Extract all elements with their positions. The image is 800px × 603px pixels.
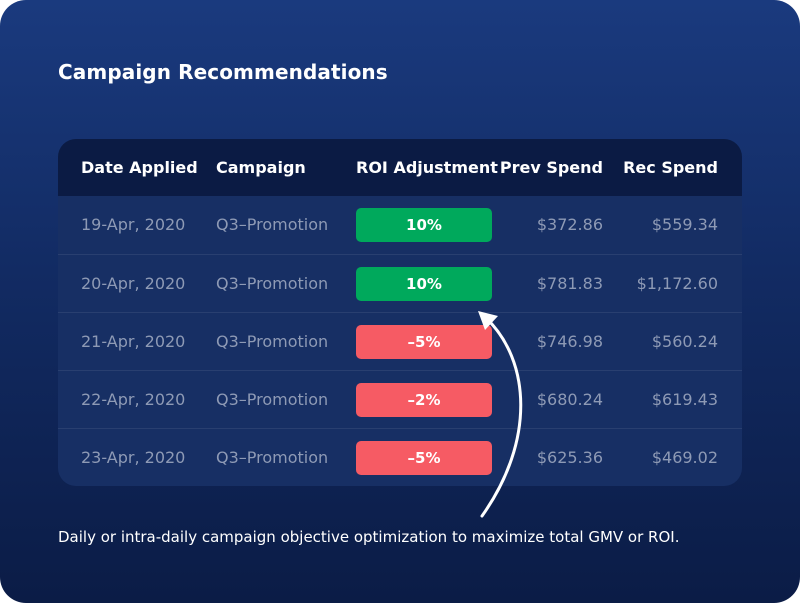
- recommendations-table: Date Applied Campaign ROI Adjustment Pre…: [58, 139, 742, 486]
- roi-adjustment-badge: –2%: [356, 383, 492, 417]
- caption-text: Daily or intra-daily campaign objective …: [58, 528, 680, 546]
- cell-campaign: Q3–Promotion: [216, 390, 329, 409]
- cell-rec-spend: $469.02: [651, 448, 718, 467]
- cell-campaign: Q3–Promotion: [216, 448, 329, 467]
- cell-date-applied: 20-Apr, 2020: [81, 274, 186, 293]
- roi-adjustment-badge: –5%: [356, 441, 492, 475]
- cell-rec-spend: $1,172.60: [636, 274, 718, 293]
- cell-prev-spend: $625.36: [536, 448, 603, 467]
- table-row: 21-Apr, 2020 Q3–Promotion –5% $746.98 $560.2…: [58, 312, 742, 370]
- cell-date-applied: 22-Apr, 2020: [81, 390, 186, 409]
- cell-rec-spend: $559.34: [651, 215, 718, 234]
- table-row: 20-Apr, 2020 Q3–Promotion 10% $781.83 $1,172…: [58, 254, 742, 312]
- cell-campaign: Q3–Promotion: [216, 332, 329, 351]
- header-campaign: Campaign: [216, 158, 306, 177]
- cell-campaign: Q3–Promotion: [216, 274, 329, 293]
- cell-rec-spend: $560.24: [651, 332, 718, 351]
- cell-rec-spend: $619.43: [651, 390, 718, 409]
- table-row: 23-Apr, 2020 Q3–Promotion –5% $625.36 $469.0…: [58, 428, 742, 486]
- table-header: Date Applied Campaign ROI Adjustment Pre…: [58, 139, 742, 196]
- header-date-applied: Date Applied: [81, 158, 198, 177]
- table-row: 19-Apr, 2020 Q3–Promotion 10% $372.86 $559.3…: [58, 196, 742, 254]
- cell-prev-spend: $746.98: [536, 332, 603, 351]
- cell-date-applied: 23-Apr, 2020: [81, 448, 186, 467]
- cell-campaign: Q3–Promotion: [216, 215, 329, 234]
- cell-date-applied: 19-Apr, 2020: [81, 215, 186, 234]
- table-row: 22-Apr, 2020 Q3–Promotion –2% $680.24 $619.4…: [58, 370, 742, 428]
- cell-date-applied: 21-Apr, 2020: [81, 332, 186, 351]
- header-rec-spend: Rec Spend: [623, 158, 718, 177]
- page-title: Campaign Recommendations: [58, 60, 388, 84]
- header-prev-spend: Prev Spend: [499, 158, 603, 177]
- roi-adjustment-badge: –5%: [356, 325, 492, 359]
- header-roi-adjustment: ROI Adjustment: [356, 158, 498, 177]
- cell-prev-spend: $781.83: [536, 274, 603, 293]
- roi-adjustment-badge: 10%: [356, 267, 492, 301]
- cell-prev-spend: $372.86: [536, 215, 603, 234]
- cell-prev-spend: $680.24: [536, 390, 603, 409]
- roi-adjustment-badge: 10%: [356, 208, 492, 242]
